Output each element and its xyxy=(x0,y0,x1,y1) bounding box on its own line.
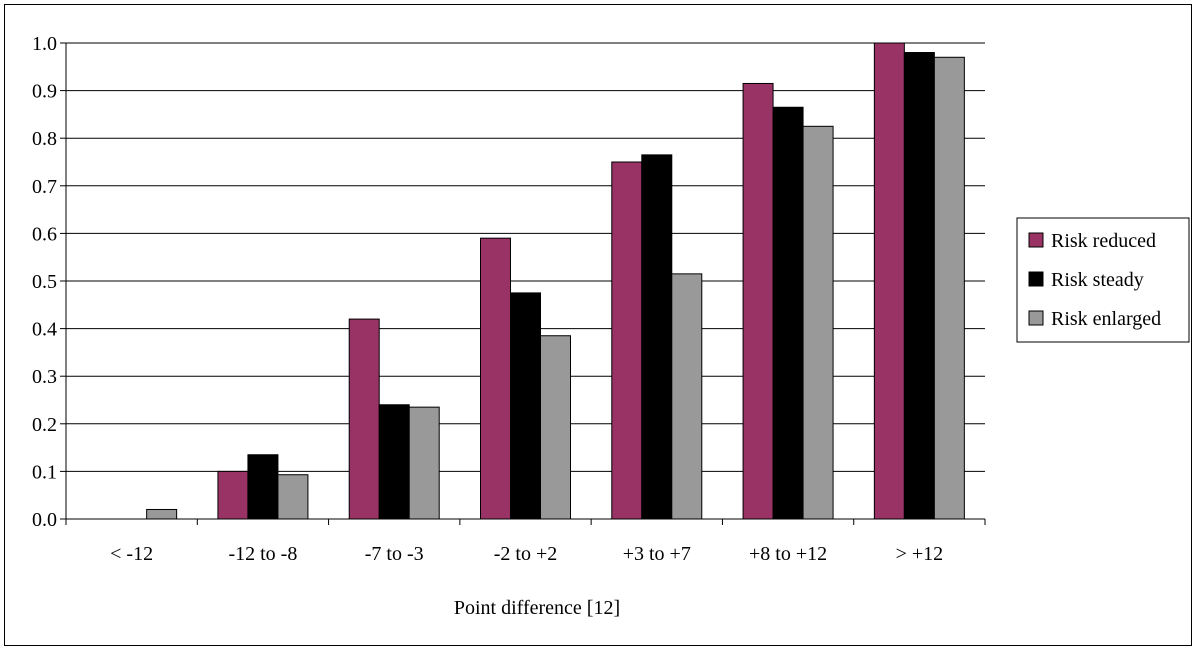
bar xyxy=(540,335,571,520)
axes xyxy=(60,42,986,525)
x-tick-label: +8 to +12 xyxy=(749,543,827,565)
y-tick-label: 0.6 xyxy=(32,223,57,245)
x-tick-label: < -12 xyxy=(110,543,153,565)
bar xyxy=(217,470,249,520)
bars xyxy=(146,42,965,520)
y-tick-label: 0.3 xyxy=(32,366,57,388)
bar xyxy=(277,474,309,520)
chart-frame xyxy=(4,4,1192,646)
x-axis-tick-labels: < -12 -12 to -8 -7 to -3 -2 to +2 +3 to +7 +8… xyxy=(110,543,943,565)
bar xyxy=(742,82,774,520)
y-tick-label: 0.2 xyxy=(32,414,57,436)
bar xyxy=(772,106,804,520)
x-tick-label: +3 to +7 xyxy=(623,543,691,565)
bar xyxy=(903,52,935,520)
bar xyxy=(480,237,511,520)
y-tick-label: 0.4 xyxy=(32,319,57,341)
bar xyxy=(408,406,440,520)
legend-label: Risk enlarged xyxy=(1051,308,1161,330)
y-axis-tick-labels: 0.0 0.1 0.2 0.3 0.4 0.5 0.6 0.7 0.8 0.9 1.0 xyxy=(32,33,57,531)
bar xyxy=(378,404,410,520)
legend-swatch xyxy=(1028,271,1044,287)
legend-swatch xyxy=(1028,310,1044,326)
x-axis-title: Point difference [12] xyxy=(454,597,620,619)
x-tick-label: -7 to -3 xyxy=(365,543,424,565)
bar xyxy=(802,125,834,520)
bar xyxy=(611,161,643,520)
y-tick-label: 0.8 xyxy=(32,128,57,150)
x-tick-label: > +12 xyxy=(896,543,944,565)
legend: Risk reduced Risk steady Risk enlarged xyxy=(1016,217,1190,343)
legend-swatch xyxy=(1028,232,1044,248)
y-tick-label: 0.5 xyxy=(32,271,57,293)
y-tick-label: 0.9 xyxy=(32,81,57,103)
bar xyxy=(873,42,905,520)
legend-box xyxy=(1016,217,1190,343)
y-tick-label: 1.0 xyxy=(32,33,57,55)
y-tick-label: 0.1 xyxy=(32,461,57,483)
bar xyxy=(348,318,380,520)
x-tick-label: -12 to -8 xyxy=(228,543,297,565)
bar xyxy=(671,273,703,520)
bar xyxy=(641,154,673,520)
bar xyxy=(247,454,279,520)
x-tick-label: -2 to +2 xyxy=(494,543,558,565)
y-tick-label: 0.0 xyxy=(32,509,57,531)
legend-label: Risk steady xyxy=(1051,269,1144,291)
y-tick-label: 0.7 xyxy=(32,176,57,198)
legend-label: Risk reduced xyxy=(1051,230,1156,252)
bar xyxy=(146,508,178,520)
bar xyxy=(933,56,965,520)
bar xyxy=(510,292,541,520)
